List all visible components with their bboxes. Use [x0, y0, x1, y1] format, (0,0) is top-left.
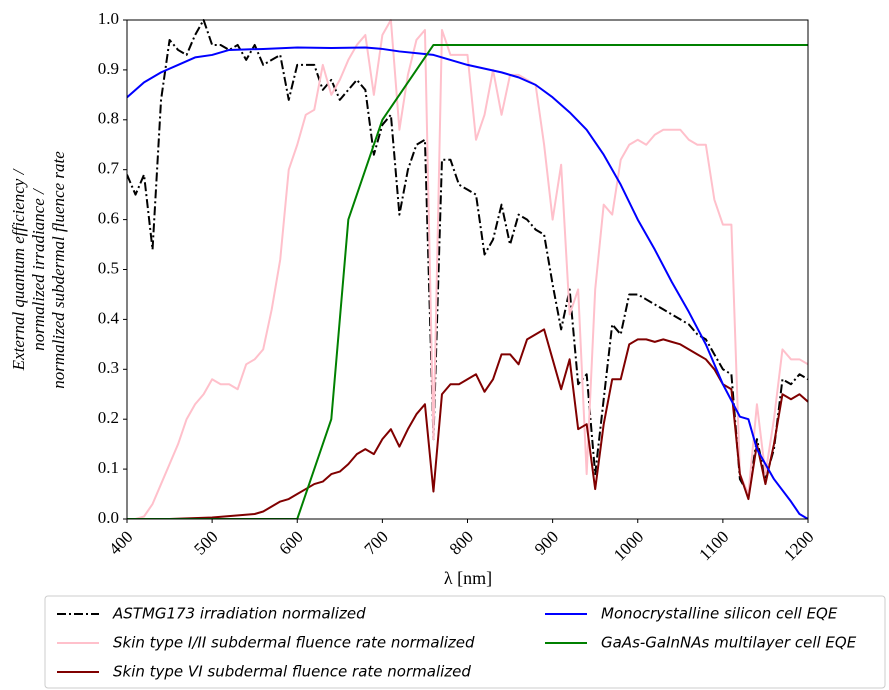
x-tick-label: 800: [446, 527, 477, 558]
y-tick-label: 0.6: [98, 209, 119, 228]
y-axis-label-line: normalized irradiance /: [29, 187, 48, 351]
y-tick-label: 0.9: [98, 59, 119, 78]
x-tick-label: 900: [531, 527, 562, 558]
y-axis-label: External quantum efficiency / normalized…: [9, 151, 68, 389]
y-tick-label: 0.5: [98, 258, 119, 277]
series-line: [127, 46, 808, 519]
x-tick-label: 700: [360, 527, 391, 558]
legend-label: ASTMG173 irradiation normalized: [112, 605, 366, 623]
x-tick-label: 1100: [695, 527, 732, 564]
legend-box: [44, 595, 886, 689]
y-tick-label: 1.0: [98, 9, 119, 28]
x-tick-label: 500: [190, 527, 221, 558]
series-line: [127, 328, 808, 519]
y-axis-label-line: normalized subdermal fluence rate: [49, 151, 68, 389]
series-line: [127, 19, 808, 496]
legend-label: Monocrystalline silicon cell EQE: [601, 605, 838, 623]
y-tick-label: 0.2: [98, 408, 119, 427]
y-tick-label: 0.8: [98, 109, 119, 128]
y-tick-label: 0.7: [98, 159, 120, 178]
x-tick-label: 400: [105, 527, 136, 558]
y-tick-label: 0.4: [98, 308, 120, 327]
plot-frame: [126, 19, 809, 520]
series-line: [127, 19, 808, 519]
x-tick-label: 1000: [610, 527, 647, 564]
x-axis-label: λ [nm]: [444, 568, 492, 588]
y-tick-label: 0.0: [98, 508, 119, 527]
series-line: [127, 43, 808, 519]
y-tick-label: 0.3: [98, 358, 119, 377]
x-tick-label: 1200: [780, 527, 817, 564]
legend-label: GaAs-GaInNAs multilayer cell EQE: [601, 634, 857, 652]
y-tick-label: 0.1: [98, 458, 119, 477]
legend-label: Skin type VI subdermal fluence rate norm…: [113, 663, 471, 681]
legend-label: Skin type I/II subdermal fluence rate no…: [113, 634, 475, 652]
x-tick-label: 600: [275, 527, 306, 558]
y-axis-label-line: External quantum efficiency /: [9, 167, 28, 371]
